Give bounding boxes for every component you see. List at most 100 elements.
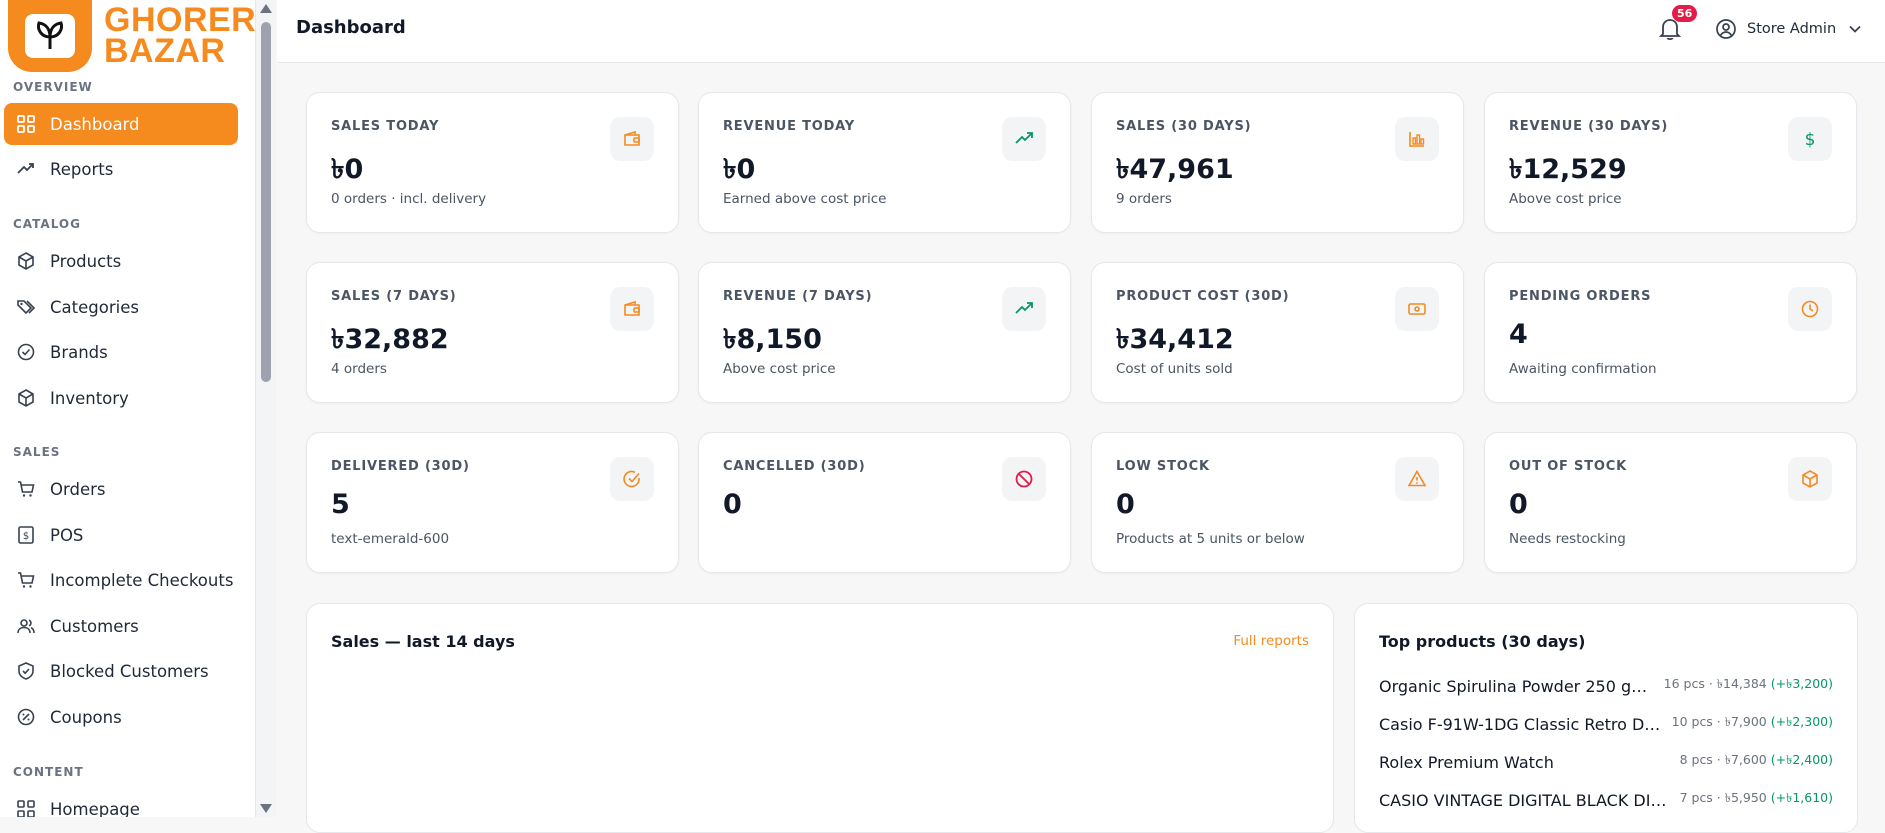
- stat-card-sales-30-days: SALES (30 DAYS) ৳47,961 9 orders: [1091, 92, 1464, 233]
- sidebar-item-label: Brands: [50, 342, 108, 362]
- svg-text:$: $: [23, 531, 29, 542]
- cart-icon: [16, 479, 36, 499]
- box-icon: [16, 251, 36, 271]
- stat-value: ৳0: [331, 154, 364, 185]
- stat-value: ৳47,961: [1116, 154, 1234, 185]
- stat-value: 0: [1509, 489, 1528, 520]
- bell-icon: [1658, 19, 1682, 41]
- top-product-row[interactable]: Casio F-91W-1DG Classic Retro Digital Fi…: [1379, 712, 1833, 736]
- banknote-icon: [1408, 303, 1426, 315]
- trending-up-icon: [1015, 302, 1033, 314]
- sidebar-item-reports[interactable]: Reports: [4, 148, 238, 190]
- product-meta: 7 pcs · ৳5,950 (+৳1,610): [1679, 790, 1833, 805]
- stat-card-sales-today: SALES TODAY ৳0 0 orders · incl. delivery: [306, 92, 679, 233]
- product-name: Casio F-91W-1DG Classic Retro Digital Fi…: [1379, 714, 1664, 734]
- stat-subtext: Earned above cost price: [723, 191, 887, 207]
- sidebar-item-blocked-customers[interactable]: Blocked Customers: [4, 650, 238, 692]
- sidebar-item-label: Coupons: [50, 707, 122, 727]
- stat-icon-box: [1395, 287, 1439, 331]
- check-circle-icon: [623, 470, 640, 488]
- notifications-button[interactable]: [1658, 17, 1683, 41]
- sidebar-item-label: Customers: [50, 616, 139, 636]
- stat-subtext: text-emerald-600: [331, 531, 450, 547]
- stat-value: 5: [331, 489, 350, 520]
- stat-icon-box: [1002, 117, 1046, 161]
- stat-label: PENDING ORDERS: [1509, 289, 1652, 304]
- stat-label: CANCELLED (30D): [723, 459, 866, 474]
- sidebar: GHORER BAZAR OVERVIEW Dashboard Reports …: [0, 0, 256, 817]
- stat-card-out-of-stock: OUT OF STOCK 0 Needs restocking: [1484, 432, 1857, 573]
- sidebar-item-brands[interactable]: Brands: [4, 331, 238, 373]
- wallet-icon: [624, 130, 640, 146]
- tags-icon: [16, 297, 36, 317]
- sidebar-item-homepage[interactable]: Homepage: [4, 788, 238, 817]
- product-name: Organic Spirulina Powder 250 gm Demo: [1379, 676, 1656, 696]
- top-product-row[interactable]: CASIO VINTAGE DIGITAL BLACK DIAL ME... 7…: [1379, 788, 1833, 812]
- sidebar-item-orders[interactable]: Orders: [4, 468, 238, 510]
- sidebar-scrollbar[interactable]: [256, 0, 276, 817]
- receipt-icon: $: [16, 525, 36, 545]
- user-name: Store Admin: [1747, 21, 1837, 37]
- stat-icon-box: [610, 117, 654, 161]
- layout-icon: [16, 799, 36, 817]
- sidebar-item-label: Homepage: [50, 799, 140, 818]
- stat-value: ৳8,150: [723, 324, 822, 355]
- stat-card-pending-orders: PENDING ORDERS 4 Awaiting confirmation: [1484, 262, 1857, 403]
- ban-icon: [1015, 470, 1033, 488]
- top-product-row[interactable]: Organic Spirulina Powder 250 gm Demo 16 …: [1379, 674, 1833, 698]
- section-catalog: CATALOG: [13, 217, 81, 231]
- full-reports-link[interactable]: Full reports: [1233, 633, 1309, 649]
- sidebar-item-products[interactable]: Products: [4, 240, 238, 282]
- stat-icon-box: [1788, 457, 1832, 501]
- stat-subtext: Above cost price: [1509, 191, 1622, 207]
- sidebar-item-incomplete-checkouts[interactable]: Incomplete Checkouts: [4, 559, 238, 601]
- sidebar-item-pos[interactable]: $ POS: [4, 514, 238, 556]
- sidebar-item-coupons[interactable]: Coupons: [4, 696, 238, 738]
- product-meta: 16 pcs · ৳14,384 (+৳3,200): [1663, 676, 1833, 691]
- stat-subtext: Above cost price: [723, 361, 836, 377]
- scroll-up-arrow-icon[interactable]: [260, 4, 272, 13]
- stat-icon-box: [610, 287, 654, 331]
- stat-value: 0: [723, 489, 742, 520]
- scroll-down-arrow-icon[interactable]: [260, 804, 272, 813]
- section-overview: OVERVIEW: [13, 80, 93, 94]
- product-meta: 8 pcs · ৳7,600 (+৳2,400): [1679, 752, 1833, 767]
- sidebar-item-label: Products: [50, 251, 122, 271]
- section-sales: SALES: [13, 445, 61, 459]
- sidebar-item-customers[interactable]: Customers: [4, 605, 238, 647]
- user-menu-button[interactable]: Store Admin: [1715, 17, 1862, 41]
- sidebar-item-label: Categories: [50, 297, 139, 317]
- sidebar-item-label: Inventory: [50, 388, 129, 408]
- stat-subtext: 9 orders: [1116, 191, 1172, 207]
- top-product-row[interactable]: Rolex Premium Watch 8 pcs · ৳7,600 (+৳2,…: [1379, 750, 1833, 774]
- chevron-down-icon: [1849, 25, 1861, 33]
- svg-text:$: $: [1805, 130, 1816, 149]
- sales-chart-title: Sales — last 14 days: [331, 632, 515, 651]
- scroll-thumb[interactable]: [261, 22, 271, 382]
- section-content: CONTENT: [13, 765, 84, 779]
- shield-icon: [16, 661, 36, 681]
- product-name: Rolex Premium Watch: [1379, 752, 1554, 772]
- product-name: CASIO VINTAGE DIGITAL BLACK DIAL ME...: [1379, 790, 1672, 810]
- stat-subtext: Needs restocking: [1509, 531, 1626, 547]
- stat-subtext: Cost of units sold: [1116, 361, 1233, 377]
- users-icon: [16, 616, 36, 636]
- sidebar-item-label: Incomplete Checkouts: [50, 570, 234, 590]
- brand-logo[interactable]: GHORER BAZAR: [8, 0, 255, 72]
- trending-up-icon: [1015, 132, 1033, 144]
- stat-label: DELIVERED (30D): [331, 459, 470, 474]
- sidebar-item-dashboard[interactable]: Dashboard: [4, 103, 238, 145]
- sales-chart-panel: Sales — last 14 days Full reports: [306, 603, 1334, 833]
- stat-icon-box: [1395, 117, 1439, 161]
- stat-card-revenue-30-days: REVENUE (30 DAYS) ৳12,529 Above cost price…: [1484, 92, 1857, 233]
- sidebar-item-categories[interactable]: Categories: [4, 286, 238, 328]
- sidebar-item-inventory[interactable]: Inventory: [4, 377, 238, 419]
- stat-card-revenue-7-days: REVENUE (7 DAYS) ৳8,150 Above cost price: [698, 262, 1071, 403]
- top-products-panel: Top products (30 days) Organic Spirulina…: [1354, 603, 1858, 833]
- stat-card-sales-7-days: SALES (7 DAYS) ৳32,882 4 orders: [306, 262, 679, 403]
- logo-mark: [8, 0, 92, 72]
- stat-icon-box: [1788, 287, 1832, 331]
- alert-triangle-icon: [1407, 469, 1427, 487]
- percent-badge-icon: [16, 707, 36, 727]
- stat-icon-box: [1395, 457, 1439, 501]
